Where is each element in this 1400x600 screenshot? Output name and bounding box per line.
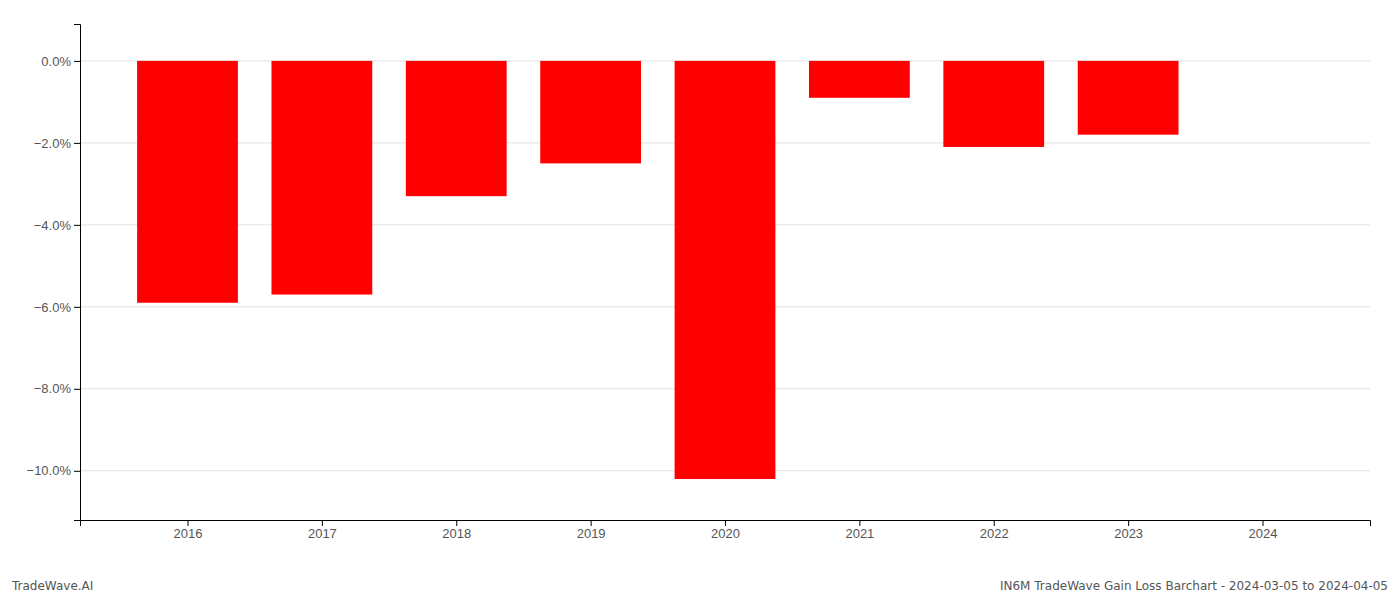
x-tick: 2016 bbox=[174, 520, 203, 541]
y-axis-line bbox=[74, 25, 81, 521]
y-tick-mark bbox=[74, 225, 80, 226]
y-tick-label: −2.0% bbox=[34, 136, 72, 151]
footer-text: IN6M TradeWave Gain Loss Barchart - 2024… bbox=[1000, 579, 1388, 593]
y-tick-mark bbox=[74, 61, 80, 62]
x-tick: 2021 bbox=[845, 520, 874, 541]
y-tick: −10.0% bbox=[27, 463, 80, 478]
y-tick-label: −10.0% bbox=[27, 463, 72, 478]
y-tick: −2.0% bbox=[34, 136, 80, 151]
bar bbox=[1078, 61, 1179, 135]
y-tick-mark bbox=[74, 143, 80, 144]
y-tick: −6.0% bbox=[34, 300, 80, 315]
x-tick-mark bbox=[1263, 520, 1264, 526]
y-tick: 0.0% bbox=[41, 54, 80, 69]
bar bbox=[943, 61, 1044, 147]
y-axis: 0.0% −2.0% −4.0% −6.0% −8.0% −10.0% bbox=[27, 25, 81, 521]
bar bbox=[809, 61, 910, 98]
x-tick-label: 2021 bbox=[845, 526, 874, 541]
x-axis: 2016 2017 2018 2019 2020 2021 2022 2023 2024 bbox=[81, 520, 1371, 541]
x-tick-label: 2022 bbox=[980, 526, 1009, 541]
x-tick: 2017 bbox=[308, 520, 337, 541]
y-tick: −8.0% bbox=[34, 381, 80, 396]
x-tick-label: 2017 bbox=[308, 526, 337, 541]
x-tick-mark bbox=[322, 520, 323, 526]
x-tick-label: 2018 bbox=[442, 526, 471, 541]
y-tick-label: −8.0% bbox=[34, 381, 72, 396]
chart: 2016 2017 2018 2019 2020 2021 2022 2023 2024 0.0%… bbox=[0, 0, 1400, 600]
x-tick: 2023 bbox=[1114, 520, 1143, 541]
x-tick-label: 2020 bbox=[711, 526, 740, 541]
x-tick: 2020 bbox=[711, 520, 740, 541]
plot: 2016 2017 2018 2019 2020 2021 2022 2023 2024 0.0%… bbox=[27, 25, 1371, 542]
x-tick-label: 2023 bbox=[1114, 526, 1143, 541]
x-tick-label: 2019 bbox=[577, 526, 606, 541]
x-axis-line bbox=[81, 521, 1371, 527]
y-tick-mark bbox=[74, 307, 80, 308]
bar bbox=[271, 61, 372, 295]
y-tick: −4.0% bbox=[34, 218, 80, 233]
x-tick-mark bbox=[188, 520, 189, 526]
bar bbox=[137, 61, 238, 303]
x-tick-mark bbox=[1128, 520, 1129, 526]
footer-text: TradeWave.AI bbox=[11, 579, 93, 593]
x-tick: 2022 bbox=[980, 520, 1009, 541]
x-tick-mark bbox=[456, 520, 457, 526]
y-tick-label: −4.0% bbox=[34, 218, 72, 233]
y-tick-mark bbox=[74, 471, 80, 472]
bar bbox=[675, 61, 776, 479]
x-tick: 2024 bbox=[1249, 520, 1278, 541]
x-tick-label: 2024 bbox=[1249, 526, 1278, 541]
bars bbox=[137, 61, 1178, 479]
x-tick-mark bbox=[725, 520, 726, 526]
x-tick-mark bbox=[859, 520, 860, 526]
bar bbox=[540, 61, 641, 163]
bar bbox=[406, 61, 507, 196]
x-tick-mark bbox=[994, 520, 995, 526]
x-tick-label: 2016 bbox=[174, 526, 203, 541]
y-tick-mark bbox=[74, 389, 80, 390]
y-tick-label: −6.0% bbox=[34, 300, 72, 315]
x-tick-mark bbox=[591, 520, 592, 526]
x-tick: 2019 bbox=[577, 520, 606, 541]
x-tick: 2018 bbox=[442, 520, 471, 541]
y-tick-label: 0.0% bbox=[41, 54, 71, 69]
